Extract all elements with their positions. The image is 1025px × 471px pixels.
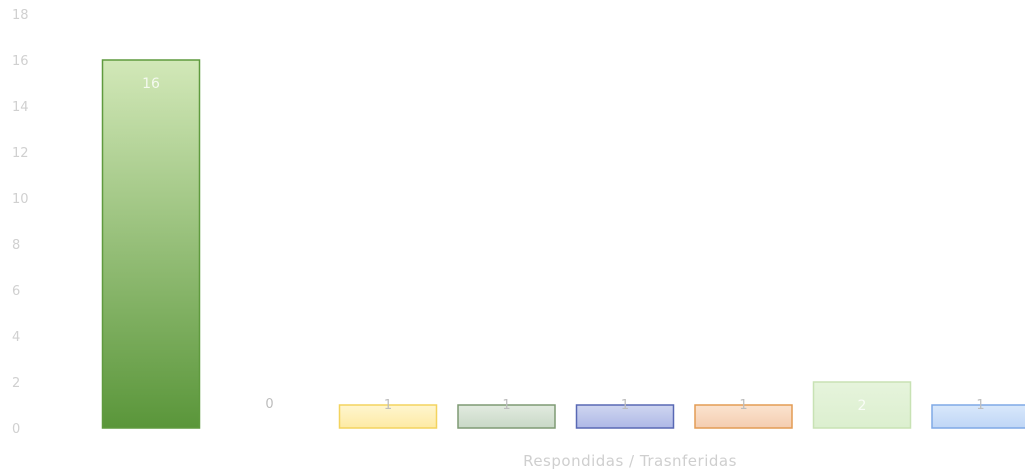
data-label-3: 1 [502, 398, 510, 413]
bar-5 [694, 404, 793, 429]
bar-4 [575, 404, 675, 429]
data-label-5: 1 [739, 398, 747, 413]
data-label-0: 16 [142, 76, 160, 92]
y-tick-label: 0 [12, 422, 20, 437]
bars [101, 59, 1025, 429]
bar-2 [338, 404, 438, 429]
y-tick-label: 10 [12, 192, 29, 207]
bar-7 [931, 404, 1025, 429]
y-tick-label: 16 [12, 54, 29, 69]
bar-3 [457, 404, 556, 429]
data-label-1: 0 [265, 397, 273, 412]
y-axis-ticks: 0 2 4 6 8 10 12 14 16 18 [12, 8, 29, 437]
y-tick-label: 14 [12, 100, 29, 115]
data-label-6: 2 [858, 398, 867, 414]
bar-6 [812, 381, 912, 429]
y-tick-label: 12 [12, 146, 29, 161]
y-tick-label: 2 [12, 376, 20, 391]
y-tick-label: 18 [12, 8, 29, 23]
data-label-7: 1 [976, 398, 984, 413]
data-label-4: 1 [621, 398, 629, 413]
y-tick-label: 6 [12, 284, 20, 299]
y-tick-label: 4 [12, 330, 20, 345]
y-tick-label: 8 [12, 238, 20, 253]
bar-0 [101, 59, 201, 429]
x-axis-title: Respondidas / Trasnferidas [523, 452, 737, 470]
data-labels: 16 0 1 1 1 1 2 1 [142, 76, 985, 414]
data-label-2: 1 [384, 398, 392, 413]
